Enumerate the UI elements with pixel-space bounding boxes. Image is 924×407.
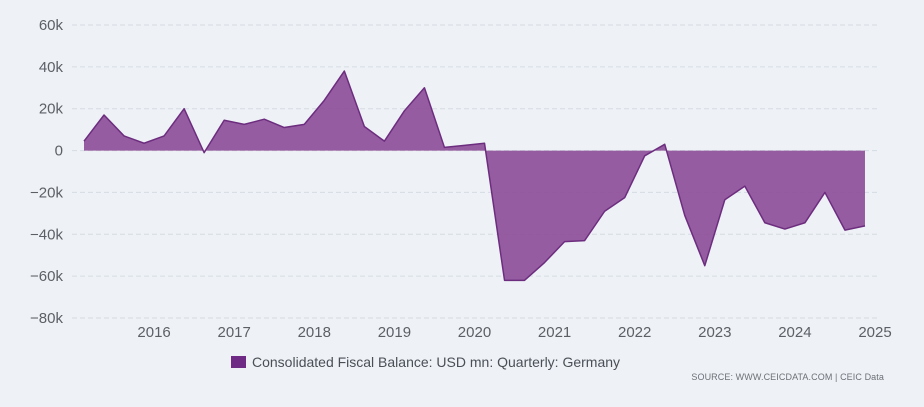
data-point <box>383 140 385 142</box>
data-point <box>864 225 866 227</box>
data-point <box>684 214 686 216</box>
x-tick-label: 2016 <box>137 324 170 341</box>
data-point <box>243 123 245 125</box>
y-tick-label: 40k <box>39 59 64 76</box>
data-point <box>504 279 506 281</box>
y-tick-label: −60k <box>30 268 63 285</box>
data-point <box>323 99 325 101</box>
data-point <box>163 135 165 137</box>
data-point <box>303 123 305 125</box>
data-point <box>784 228 786 230</box>
legend-swatch <box>231 356 246 368</box>
data-point <box>263 118 265 120</box>
y-tick-label: −80k <box>30 310 63 327</box>
y-tick-label: 0 <box>55 143 63 160</box>
y-tick-label: −40k <box>30 226 63 243</box>
legend[interactable]: Consolidated Fiscal Balance: USD mn: Qua… <box>231 354 620 370</box>
x-tick-label: 2024 <box>778 324 811 341</box>
data-point <box>744 185 746 187</box>
x-tick-label: 2023 <box>698 324 731 341</box>
series-area <box>84 71 865 281</box>
area-chart: 60k 40k 20k 0 −20k −40k −60k −80k 2016 2017 2018 20… <box>30 17 892 341</box>
data-point <box>123 135 125 137</box>
y-tick-label: 20k <box>39 101 64 118</box>
data-point <box>443 146 445 148</box>
data-point <box>704 265 706 267</box>
y-tick-label: 60k <box>39 17 64 34</box>
data-point <box>624 197 626 199</box>
data-point <box>83 140 85 142</box>
data-point <box>584 240 586 242</box>
x-tick-label: 2022 <box>618 324 651 341</box>
data-point <box>484 142 486 144</box>
x-tick-label: 2018 <box>298 324 331 341</box>
y-tick-label: −20k <box>30 184 63 201</box>
data-point <box>363 126 365 128</box>
x-tick-label: 2019 <box>378 324 411 341</box>
data-point <box>804 222 806 224</box>
data-point <box>203 152 205 154</box>
data-point <box>143 142 145 144</box>
data-point <box>844 229 846 231</box>
data-point <box>183 108 185 110</box>
data-point <box>824 191 826 193</box>
x-tick-label: 2020 <box>458 324 491 341</box>
x-tick-label: 2021 <box>538 324 571 341</box>
data-point <box>103 114 105 116</box>
data-point <box>343 70 345 72</box>
data-point <box>544 262 546 264</box>
data-point <box>463 144 465 146</box>
x-tick-label: 2025 <box>858 324 891 341</box>
data-point <box>564 241 566 243</box>
data-point <box>764 222 766 224</box>
source-credit: SOURCE: WWW.CEICDATA.COM | CEIC Data <box>691 372 884 382</box>
data-point <box>283 127 285 129</box>
series-line <box>83 70 866 282</box>
data-point <box>423 87 425 89</box>
data-point <box>403 110 405 112</box>
legend-label: Consolidated Fiscal Balance: USD mn: Qua… <box>252 354 621 370</box>
data-point <box>223 119 225 121</box>
data-point <box>724 199 726 201</box>
x-tick-label: 2017 <box>218 324 251 341</box>
data-point <box>664 143 666 145</box>
data-point <box>604 210 606 212</box>
data-point <box>644 155 646 157</box>
data-point <box>524 279 526 281</box>
